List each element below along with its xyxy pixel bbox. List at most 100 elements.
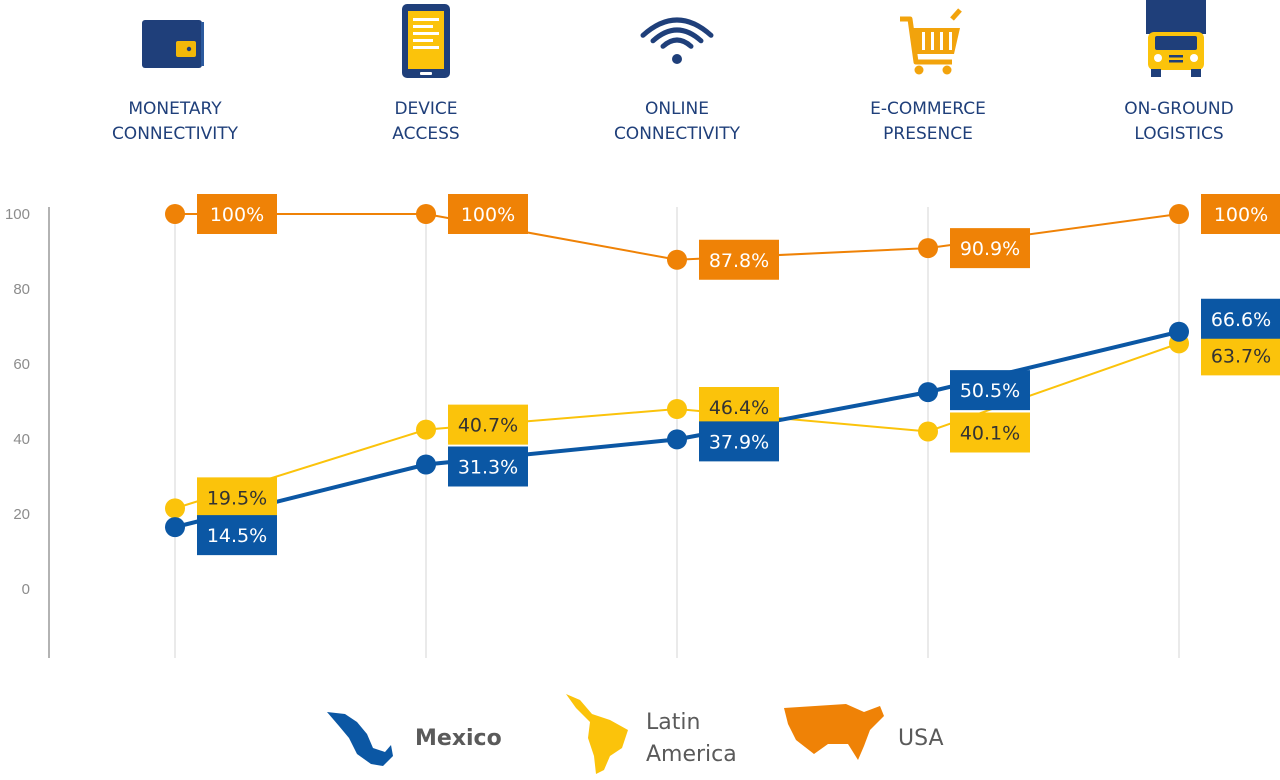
truck-grille [1169,55,1183,58]
data-label-usa: 90.9% [960,238,1020,260]
data-label-usa: 100% [461,204,515,226]
truck-wheel [1151,69,1161,77]
data-label-latin-america: 40.7% [458,415,518,437]
category-label: PRESENCE [883,124,973,144]
category-label: ON-GROUND [1124,99,1233,119]
point-usa [667,249,687,270]
point-mexico [1169,321,1189,342]
data-label-mexico: 14.5% [207,525,267,547]
tablet-button [420,72,432,75]
point-latin-america [667,399,687,419]
legend-label-latin-america: Latin [646,710,700,735]
usa-map-icon [784,704,884,760]
data-label-usa: 100% [210,204,264,226]
data-label-box-mexico [448,446,528,487]
data-label-box-usa [1201,194,1280,234]
legend-label-latin-america: America [646,742,737,767]
data-label-box-usa [197,194,277,234]
mexico-map-icon [327,712,393,766]
wifi-arc [640,17,714,38]
data-label-latin-america: 46.4% [709,397,769,419]
cart-slot [949,32,952,50]
truck-windshield [1155,36,1197,50]
y-tick-label: 60 [13,356,30,373]
data-label-mexico: 37.9% [709,431,769,453]
category-label: E-COMMERCE [870,99,986,119]
wifi-arc [650,27,704,44]
point-usa [918,238,938,259]
point-mexico [667,429,687,450]
data-label-box-latin-america [950,412,1030,453]
point-latin-america [165,498,185,519]
point-usa [165,204,185,224]
cart-basket [912,28,960,54]
shopping-cart-icon [900,8,962,75]
category-label: ONLINE [645,99,709,119]
y-tick-label: 80 [13,281,30,298]
y-tick-label: 40 [13,431,30,448]
category-label: DEVICE [394,99,457,119]
point-usa [1169,204,1189,224]
cart-slot [931,32,934,50]
wallet-edge [201,22,204,66]
data-label-box-usa [950,228,1030,269]
truck-cargo [1146,0,1206,34]
tablet-line [413,25,433,28]
data-label-box-latin-america [699,387,779,427]
cart-frame [900,16,952,65]
wallet-clasp [176,41,196,57]
latin-america-map-icon [566,694,628,774]
y-tick-label: 20 [13,506,30,523]
data-label-usa: 87.8% [709,250,769,272]
tablet-line [413,18,439,21]
wallet-icon [142,20,204,68]
point-mexico [416,454,436,475]
truck-wheel [1191,69,1201,77]
tablet-line [413,32,439,35]
tablet-line [413,39,433,42]
tablet-icon [402,4,450,78]
data-label-box-mexico [1201,298,1280,339]
legend-label-mexico: Mexico [415,726,502,751]
wifi-icon [640,17,714,64]
cart-handle [950,8,962,21]
data-label-latin-america: 63.7% [1211,345,1271,367]
data-label-box-latin-america [197,477,277,518]
point-latin-america [918,421,938,442]
legend-label-usa: USA [898,726,944,751]
data-label-box-usa [448,194,528,234]
point-usa [416,204,436,224]
category-label: CONNECTIVITY [112,124,239,144]
category-label: LOGISTICS [1134,124,1223,144]
data-label-box-mexico [950,370,1030,411]
data-label-box-latin-america [448,404,528,445]
y-tick-label: 100 [5,206,30,223]
truck-grille [1169,60,1183,63]
cart-wheel [942,65,952,75]
tablet-line [413,46,439,49]
category-label: ACCESS [392,124,459,144]
data-label-box-latin-america [1201,335,1280,376]
point-mexico [918,382,938,403]
cart-wheel [914,65,924,75]
data-label-mexico: 31.3% [458,457,518,479]
data-label-usa: 100% [1214,204,1268,226]
truck-headlight [1154,54,1162,62]
point-latin-america [416,419,436,440]
truck-headlight [1190,54,1198,62]
data-label-latin-america: 40.1% [960,423,1020,445]
data-label-mexico: 50.5% [960,380,1020,402]
data-label-box-mexico [197,515,277,556]
data-label-mexico: 66.6% [1211,309,1271,331]
cart-slot [922,32,925,50]
wifi-dot [672,54,682,64]
point-mexico [165,517,185,538]
data-label-box-usa [699,239,779,280]
data-label-box-mexico [699,421,779,462]
y-tick-label: 0 [22,581,30,598]
category-label: CONNECTIVITY [614,124,741,144]
category-label: MONETARY [128,99,222,119]
wifi-arc [660,37,694,49]
cart-slot [940,32,943,50]
